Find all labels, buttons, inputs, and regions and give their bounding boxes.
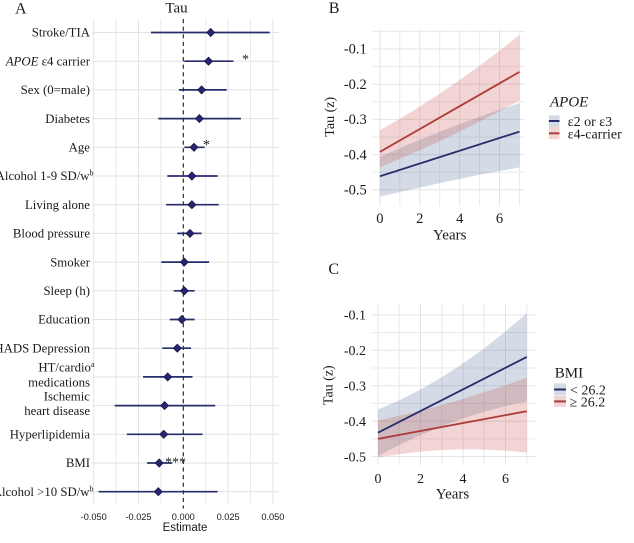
svg-text:A: A xyxy=(15,1,27,18)
svg-text:< 26.2: < 26.2 xyxy=(570,383,606,398)
svg-text:Diabetes: Diabetes xyxy=(45,112,90,126)
svg-text:Years: Years xyxy=(436,487,470,503)
svg-text:-0.2: -0.2 xyxy=(344,344,366,359)
svg-text:Living alone: Living alone xyxy=(25,198,90,212)
svg-text:ε2 or ε3: ε2 or ε3 xyxy=(568,115,612,130)
svg-text:-0.5: -0.5 xyxy=(344,183,367,199)
svg-text:Smoker: Smoker xyxy=(50,255,91,269)
svg-text:0: 0 xyxy=(376,211,383,227)
svg-text:-0.025: -0.025 xyxy=(125,512,151,522)
svg-text:Alcohol >10 SD/wb: Alcohol >10 SD/wb xyxy=(0,484,94,499)
svg-text:BMI: BMI xyxy=(555,365,583,381)
svg-text:6: 6 xyxy=(496,211,503,227)
svg-text:Sleep (h): Sleep (h) xyxy=(43,284,90,298)
svg-text:4: 4 xyxy=(456,211,464,227)
svg-text:APOE ε4 carrier: APOE ε4 carrier xyxy=(5,54,91,68)
svg-text:B: B xyxy=(329,0,340,17)
svg-text:Alcohol 1-9 SD/wb: Alcohol 1-9 SD/wb xyxy=(0,169,94,184)
svg-text:2: 2 xyxy=(417,472,424,487)
svg-text:Education: Education xyxy=(38,313,90,327)
svg-text:BMI: BMI xyxy=(66,456,90,470)
svg-text:4: 4 xyxy=(460,472,467,487)
svg-text:Ischemic: Ischemic xyxy=(44,389,91,403)
svg-text:Stroke/TIA: Stroke/TIA xyxy=(32,26,91,40)
svg-text:medications: medications xyxy=(28,376,90,390)
svg-text:≥ 26.2: ≥ 26.2 xyxy=(570,396,606,411)
svg-text:Tau (z): Tau (z) xyxy=(322,365,337,405)
svg-text:-0.4: -0.4 xyxy=(344,147,368,163)
svg-text:-0.5: -0.5 xyxy=(344,450,366,465)
svg-text:Tau (z): Tau (z) xyxy=(323,97,338,137)
svg-text:-0.3: -0.3 xyxy=(344,379,366,394)
svg-text:HADS Depression: HADS Depression xyxy=(0,341,91,355)
svg-text:ε4-carrier: ε4-carrier xyxy=(568,127,622,142)
svg-text:***: *** xyxy=(165,456,186,471)
svg-text:0.025: 0.025 xyxy=(217,512,240,522)
svg-text:Sex (0=male): Sex (0=male) xyxy=(21,83,90,97)
svg-text:APOE: APOE xyxy=(549,95,588,111)
svg-text:-0.4: -0.4 xyxy=(344,415,366,430)
svg-text:0.000: 0.000 xyxy=(172,512,195,522)
svg-text:Estimate: Estimate xyxy=(163,522,208,534)
svg-text:6: 6 xyxy=(502,472,509,487)
svg-text:C: C xyxy=(328,261,339,278)
svg-text:*: * xyxy=(203,138,210,153)
svg-text:Years: Years xyxy=(433,228,467,244)
svg-text:Blood pressure: Blood pressure xyxy=(13,227,90,241)
svg-text:Tau: Tau xyxy=(165,1,188,17)
svg-text:-0.3: -0.3 xyxy=(344,112,367,128)
svg-text:-0.050: -0.050 xyxy=(81,512,107,522)
svg-text:0.050: 0.050 xyxy=(261,512,284,522)
svg-text:2: 2 xyxy=(416,211,423,227)
svg-text:0: 0 xyxy=(375,472,382,487)
svg-text:Hyperlipidemia: Hyperlipidemia xyxy=(10,428,91,442)
svg-text:HT/cardioa: HT/cardioa xyxy=(38,360,95,375)
svg-text:-0.1: -0.1 xyxy=(344,309,366,324)
svg-text:-0.2: -0.2 xyxy=(344,77,367,93)
svg-text:*: * xyxy=(242,53,249,68)
svg-text:Age: Age xyxy=(69,141,91,155)
svg-text:-0.1: -0.1 xyxy=(344,42,367,58)
svg-text:heart disease: heart disease xyxy=(24,404,90,418)
